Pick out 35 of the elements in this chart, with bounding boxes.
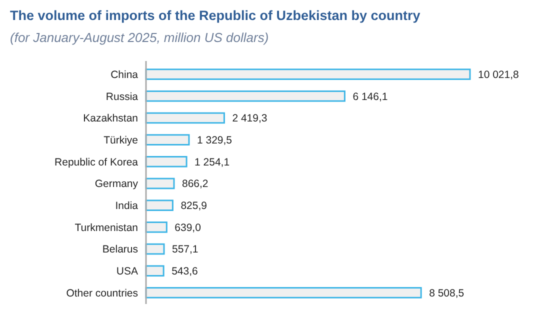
y-tick-label: Belarus (102, 244, 138, 256)
y-tick-label: Russia (106, 90, 138, 103)
bar (145, 90, 346, 102)
chart-title: The volume of imports of the Republic of Uzbekistan by country (10, 8, 421, 23)
data-label: 2 419,3 (232, 112, 268, 125)
bar (145, 68, 471, 80)
data-label: 825,9 (180, 200, 208, 212)
bar (145, 222, 168, 233)
bar (145, 112, 225, 124)
bar (145, 287, 422, 298)
data-label: 1 329,5 (196, 134, 232, 146)
y-tick-label: Other countries (66, 287, 138, 300)
data-label: 639,0 (174, 222, 202, 234)
y-tick-label: Germany (94, 178, 139, 190)
y-tick-label: USA (116, 266, 138, 278)
y-tick-label: Turkmenistan (74, 222, 138, 234)
y-tick-label: India (115, 200, 138, 212)
data-label: 557,1 (172, 244, 198, 256)
y-tick-label: Kazakhstan (83, 112, 138, 125)
data-label: 866,2 (182, 178, 208, 190)
chart-subtitle: (for January-August 2025, million US dollars) (10, 30, 269, 45)
bar (145, 200, 174, 212)
bar (145, 156, 188, 168)
data-label: 10 021,8 (478, 68, 520, 81)
data-label: 8 508,5 (429, 287, 464, 300)
bar (145, 134, 190, 146)
bar (145, 265, 164, 277)
data-label: 6 146,1 (352, 90, 388, 103)
y-tick-label: Türkiye (104, 134, 138, 146)
data-label: 543,6 (172, 266, 198, 278)
bar (145, 243, 165, 255)
bar (145, 178, 175, 190)
y-tick-label: Republic of Korea (54, 156, 138, 168)
data-label: 1 254,1 (194, 156, 230, 168)
y-tick-label: China (110, 68, 138, 81)
